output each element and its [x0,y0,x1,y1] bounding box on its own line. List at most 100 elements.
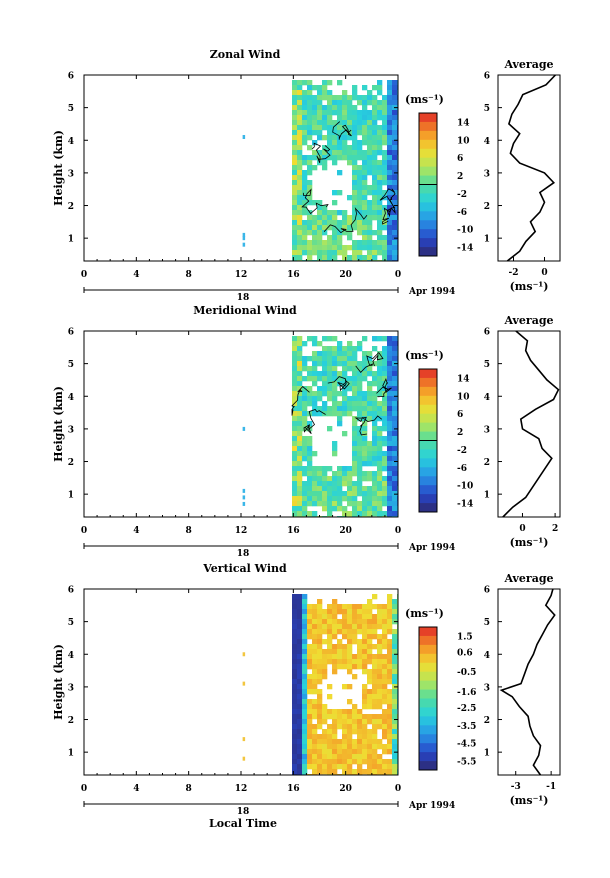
heatmap-cell [292,719,298,725]
heatmap-cell [327,95,333,101]
heatmap-cell [342,471,348,477]
heatmap-cell [292,195,298,201]
heatmap-cell [297,476,303,482]
heatmap-cell [317,95,323,101]
heatmap-cell [292,511,298,517]
heatmap-cell [327,386,333,392]
heatmap-cell [377,744,383,750]
heatmap-cell [307,135,313,141]
heatmap-cell [387,255,393,261]
heatmap-cell [312,200,318,206]
y-tick-label: 4 [68,651,74,661]
heatmap-cell [357,764,363,770]
heatmap-cell [347,739,353,745]
heatmap-cell [362,230,368,236]
heatmap-cell [317,744,323,750]
heatmap-cell [352,674,358,680]
heatmap-cell [367,744,373,750]
heatmap-cell [392,215,398,221]
heatmap-cell [302,481,308,487]
heatmap-cell [347,614,353,620]
contours [291,351,392,436]
heatmap-cell [357,381,363,387]
heatmap-cell [372,451,378,457]
colorbar-tick-label: 14 [457,374,470,384]
heatmap-cell [332,644,338,650]
heatmap-cell [337,145,343,151]
heatmap-cell [357,644,363,650]
heatmap-cell [362,165,368,171]
profile-y-tick-label: 6 [484,586,490,596]
heatmap-cell [372,336,378,342]
heatmap-cell [292,366,298,372]
heatmap-cell [297,481,303,487]
heatmap-cell [297,406,303,412]
heatmap-cell [362,240,368,246]
heatmap-cell [312,245,318,251]
heatmap-cell [392,511,398,517]
heatmap-cell [357,654,363,660]
heatmap-cell [327,744,333,750]
heatmap-cell [362,446,368,452]
x-tick-label: 12 [235,270,248,280]
heatmap-cell [362,130,368,136]
heatmap-cell [337,664,343,670]
heatmap-cell [347,486,353,492]
heatmap-cell [302,341,308,347]
profile-x-tick-label: -1 [546,782,556,792]
heatmap-cell [327,351,333,357]
heatmap-cell [392,145,398,151]
heatmap-cell [392,451,398,457]
heatmap-cell [292,769,298,775]
heatmap-cell [317,699,323,705]
heatmap-cell [347,709,353,715]
heatmap-cell [352,185,358,191]
heatmap-cell [342,619,348,625]
heatmap-cell [302,734,308,740]
x-tick-label: 12 [235,526,248,536]
heatmap-cell [362,356,368,362]
heatmap-cell [292,431,298,437]
heatmap-cell [367,145,373,151]
heatmap-cell [342,406,348,412]
heatmap-cell [292,115,298,121]
heatmap-cell [392,416,398,422]
date-label: Apr 1994 [408,543,455,553]
heatmap-cell [347,466,353,472]
colorbar-segment [419,707,437,717]
heatmap-cell [297,604,303,610]
heatmap-cell [322,501,328,507]
heatmap-cell [297,195,303,201]
heatmap-cell [322,659,328,665]
heatmap-cell [372,145,378,151]
profile-x-tick-label: 0 [519,524,525,534]
heatmap-cell [342,724,348,730]
heatmap-cell [337,245,343,251]
heatmap-cell [337,80,343,86]
heatmap-cell [362,461,368,467]
heatmap-cell [362,100,368,106]
heatmap-cell [337,100,343,106]
heatmap-cell [352,769,358,775]
heatmap-cell [337,476,343,482]
heatmap-cell [327,629,333,635]
heatmap-cell [392,376,398,382]
heatmap-cell [332,155,338,161]
heatmap-cell [382,411,388,417]
heatmap-cell [372,135,378,141]
heatmap-cell [367,754,373,760]
heatmap-cell [317,694,323,700]
heatmap-cell [312,240,318,246]
heatmap-cell [317,135,323,141]
heatmap-cell [357,714,363,720]
heatmap-cell [362,644,368,650]
colorbar-tick-label: -5.5 [457,758,476,768]
heatmap-cell [312,749,318,755]
heatmap-cell [377,769,383,775]
heatmap-cell [367,699,373,705]
heatmap-cell [372,140,378,146]
y-tick-label: 6 [68,586,74,596]
heatmap-cell [362,401,368,407]
heatmap-cell [302,421,308,427]
